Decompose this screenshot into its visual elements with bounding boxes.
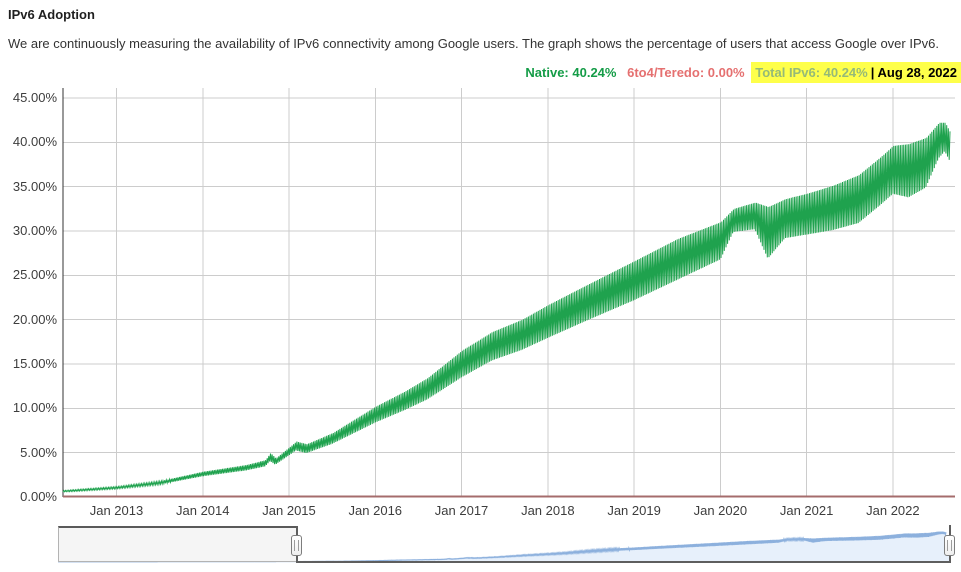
- page-description: We are continuously measuring the availa…: [8, 36, 939, 51]
- y-axis-label: 30.00%: [12, 223, 57, 238]
- y-axis-label: 0.00%: [20, 489, 57, 504]
- x-axis-label: Jan 2016: [348, 503, 403, 518]
- y-axis-label: 35.00%: [12, 178, 57, 194]
- y-axis-label: 40.00%: [12, 134, 57, 150]
- page-title: IPv6 Adoption: [8, 7, 95, 22]
- native-series-line: [62, 122, 951, 493]
- x-axis-label: Jan 2017: [434, 503, 489, 518]
- range-handle-right[interactable]: [944, 535, 955, 556]
- x-axis-label: Jan 2014: [176, 503, 230, 518]
- chart-legend: Native: 40.24% 6to4/Teredo: 0.00% Total …: [525, 62, 961, 83]
- legend-6to4-teredo-value: 6to4/Teredo: 0.00%: [627, 65, 745, 80]
- y-axis-label: 25.00%: [12, 267, 57, 283]
- y-axis-label: 15.00%: [12, 356, 57, 371]
- range-filter-baseline: [297, 561, 951, 563]
- legend-native-value: Native: 40.24%: [525, 65, 617, 80]
- handle-grip-icon: [947, 540, 952, 551]
- x-axis-label: Jan 2015: [262, 503, 316, 518]
- legend-total-ipv6-value: Total IPv6: 40.24%: [755, 65, 868, 80]
- x-axis-label: Jan 2013: [89, 503, 144, 518]
- handle-grip-icon: [294, 540, 299, 551]
- x-axis-label: Jan 2019: [607, 503, 661, 518]
- y-axis-label: 45.00%: [12, 90, 57, 105]
- legend-date: | Aug 28, 2022: [870, 65, 957, 80]
- x-axis-label: Jan 2022: [866, 503, 920, 518]
- x-axis-label: Jan 2020: [693, 503, 748, 518]
- y-axis-label: 5.00%: [20, 444, 57, 460]
- legend-highlight: Total IPv6: 40.24% | Aug 28, 2022: [751, 62, 961, 83]
- y-axis-label: 10.00%: [12, 400, 57, 416]
- y-axis-label: 20.00%: [12, 311, 57, 327]
- range-handle-left[interactable]: [291, 535, 302, 556]
- x-axis-label: Jan 2021: [779, 503, 834, 518]
- x-axis-label: Jan 2018: [521, 503, 575, 518]
- range-filter-unselected-region[interactable]: [58, 526, 297, 562]
